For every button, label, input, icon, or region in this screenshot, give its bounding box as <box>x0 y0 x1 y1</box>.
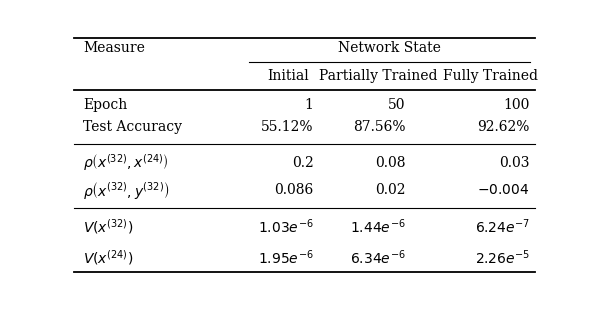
Text: 50: 50 <box>388 98 406 112</box>
Text: $-0.004$: $-0.004$ <box>478 184 530 197</box>
Text: 0.02: 0.02 <box>375 184 406 197</box>
Text: Fully Trained: Fully Trained <box>443 69 538 83</box>
Text: $V\left(x^{(24)}\right)$: $V\left(x^{(24)}\right)$ <box>83 249 134 268</box>
Text: Epoch: Epoch <box>83 98 128 112</box>
Text: 1: 1 <box>305 98 314 112</box>
Text: Initial: Initial <box>267 69 309 83</box>
Text: 0.08: 0.08 <box>375 156 406 170</box>
Text: $1.03e^{-6}$: $1.03e^{-6}$ <box>258 217 314 236</box>
Text: $6.24e^{-7}$: $6.24e^{-7}$ <box>475 217 530 236</box>
Text: 0.2: 0.2 <box>292 156 314 170</box>
Text: Network State: Network State <box>338 41 441 55</box>
Text: 100: 100 <box>504 98 530 112</box>
Text: 87.56%: 87.56% <box>353 120 406 134</box>
Text: 0.086: 0.086 <box>274 184 314 197</box>
Text: $6.34e^{-6}$: $6.34e^{-6}$ <box>350 249 406 267</box>
Text: $1.44e^{-6}$: $1.44e^{-6}$ <box>350 217 406 236</box>
Text: $V\left(x^{(32)}\right)$: $V\left(x^{(32)}\right)$ <box>83 217 134 236</box>
Text: 0.03: 0.03 <box>500 156 530 170</box>
Text: 92.62%: 92.62% <box>478 120 530 134</box>
Text: $\rho\left(x^{(32)},x^{(24)}\right)$: $\rho\left(x^{(32)},x^{(24)}\right)$ <box>83 152 169 173</box>
Text: Test Accuracy: Test Accuracy <box>83 120 182 134</box>
Text: $1.95e^{-6}$: $1.95e^{-6}$ <box>258 249 314 267</box>
Text: Measure: Measure <box>83 41 146 55</box>
Text: $2.26e^{-5}$: $2.26e^{-5}$ <box>475 249 530 267</box>
Text: Partially Trained: Partially Trained <box>319 69 437 83</box>
Text: 55.12%: 55.12% <box>261 120 314 134</box>
Text: $\rho\left(x^{(32)},y^{(32)}\right)$: $\rho\left(x^{(32)},y^{(32)}\right)$ <box>83 180 170 201</box>
